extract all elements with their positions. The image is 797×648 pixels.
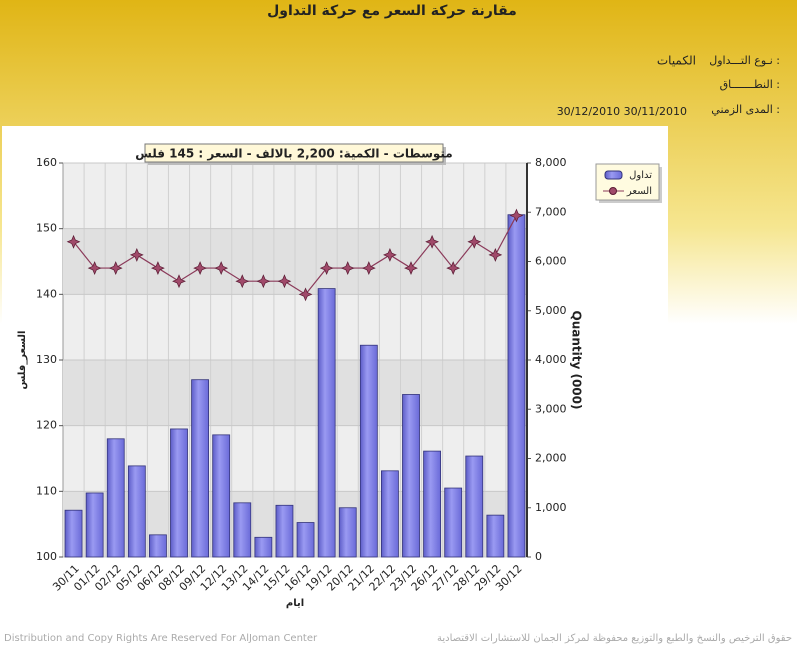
field-value: 30/12/2010 30/11/2010 — [557, 105, 687, 118]
bar — [381, 470, 399, 558]
price-marker — [151, 261, 165, 275]
y-tick-label: 160 — [36, 156, 57, 169]
price-marker — [467, 234, 482, 249]
price-marker — [298, 287, 313, 302]
bar — [444, 487, 463, 558]
price-marker — [66, 234, 81, 249]
footer-right: حقوق الترخيص والنسخ والطبع والتوزيع محفو… — [437, 633, 792, 644]
bar — [507, 214, 526, 558]
x-axis-label: ايام — [286, 598, 304, 609]
price-marker — [446, 261, 461, 275]
field-label: المدى الزمني : — [711, 103, 780, 116]
bar — [338, 507, 357, 558]
y2-tick-label: 1,000 — [535, 501, 567, 514]
bar — [359, 344, 378, 558]
y-tick-label: 140 — [36, 287, 57, 300]
y-tick-label: 150 — [36, 222, 57, 235]
bar — [127, 465, 146, 558]
bar — [191, 379, 209, 558]
price-marker — [404, 261, 418, 275]
bar — [296, 522, 315, 558]
y-axis-label: السعر_فلس — [17, 331, 28, 390]
price-marker — [488, 248, 503, 262]
bar — [317, 288, 336, 558]
annotation: متوسطات - الكمية: 2,200 بالالف - السعر :… — [135, 147, 452, 162]
y2-tick-label: 7,000 — [535, 205, 567, 218]
field-value: الكميات — [657, 54, 696, 68]
price-marker — [383, 248, 397, 262]
bar — [64, 509, 83, 558]
y2-tick-label: 4,000 — [535, 353, 567, 366]
bar — [402, 394, 420, 558]
legend-label: تداول — [629, 170, 652, 181]
y2-axis-label: Quantity (000) — [570, 311, 584, 410]
bar — [106, 438, 125, 558]
y2-tick-label: 2,000 — [535, 452, 567, 465]
price-marker — [425, 234, 439, 249]
price-marker — [235, 274, 250, 289]
y2-tick-label: 3,000 — [535, 402, 567, 415]
price-marker — [108, 261, 123, 275]
price-marker — [340, 261, 355, 275]
y2-tick-label: 6,000 — [535, 255, 567, 268]
y-tick-label: 110 — [36, 484, 57, 497]
price-marker — [193, 261, 207, 275]
footer-left: Distribution and Copy Rights Are Reserve… — [4, 633, 318, 644]
bar — [254, 536, 273, 558]
field-label: النطـــــــاق : — [720, 78, 780, 91]
bar — [275, 504, 294, 558]
bar — [465, 455, 484, 558]
bar — [170, 428, 188, 558]
legend-label: السعر — [626, 186, 652, 197]
y-tick-label: 120 — [36, 419, 57, 432]
page-title: مقارنة حركة السعر مع حركة التداول — [267, 3, 517, 19]
price-marker — [87, 261, 102, 275]
legend-box — [595, 163, 660, 201]
legend-swatch — [604, 170, 623, 180]
annotation-box — [144, 143, 444, 163]
price-marker — [214, 261, 229, 275]
legend-swatch — [609, 187, 617, 195]
y2-tick-label: 8,000 — [535, 156, 567, 169]
field-label: نـوع التـــداول : — [709, 54, 780, 67]
bar — [423, 450, 441, 558]
bar — [149, 534, 167, 558]
y2-tick-label: 0 — [535, 550, 542, 563]
y2-tick-label: 5,000 — [535, 304, 567, 317]
bar — [85, 492, 104, 558]
y-tick-label: 130 — [36, 353, 57, 366]
price-marker — [361, 261, 376, 275]
bar — [233, 502, 252, 558]
bar — [486, 514, 505, 558]
price-marker — [256, 274, 271, 289]
price-marker — [277, 274, 292, 289]
price-marker — [509, 208, 524, 223]
bar — [212, 434, 231, 558]
y-tick-label: 100 — [36, 550, 57, 563]
price-marker — [319, 261, 334, 275]
price-marker — [172, 274, 186, 289]
price-line — [73, 215, 517, 296]
price-marker — [129, 248, 144, 262]
